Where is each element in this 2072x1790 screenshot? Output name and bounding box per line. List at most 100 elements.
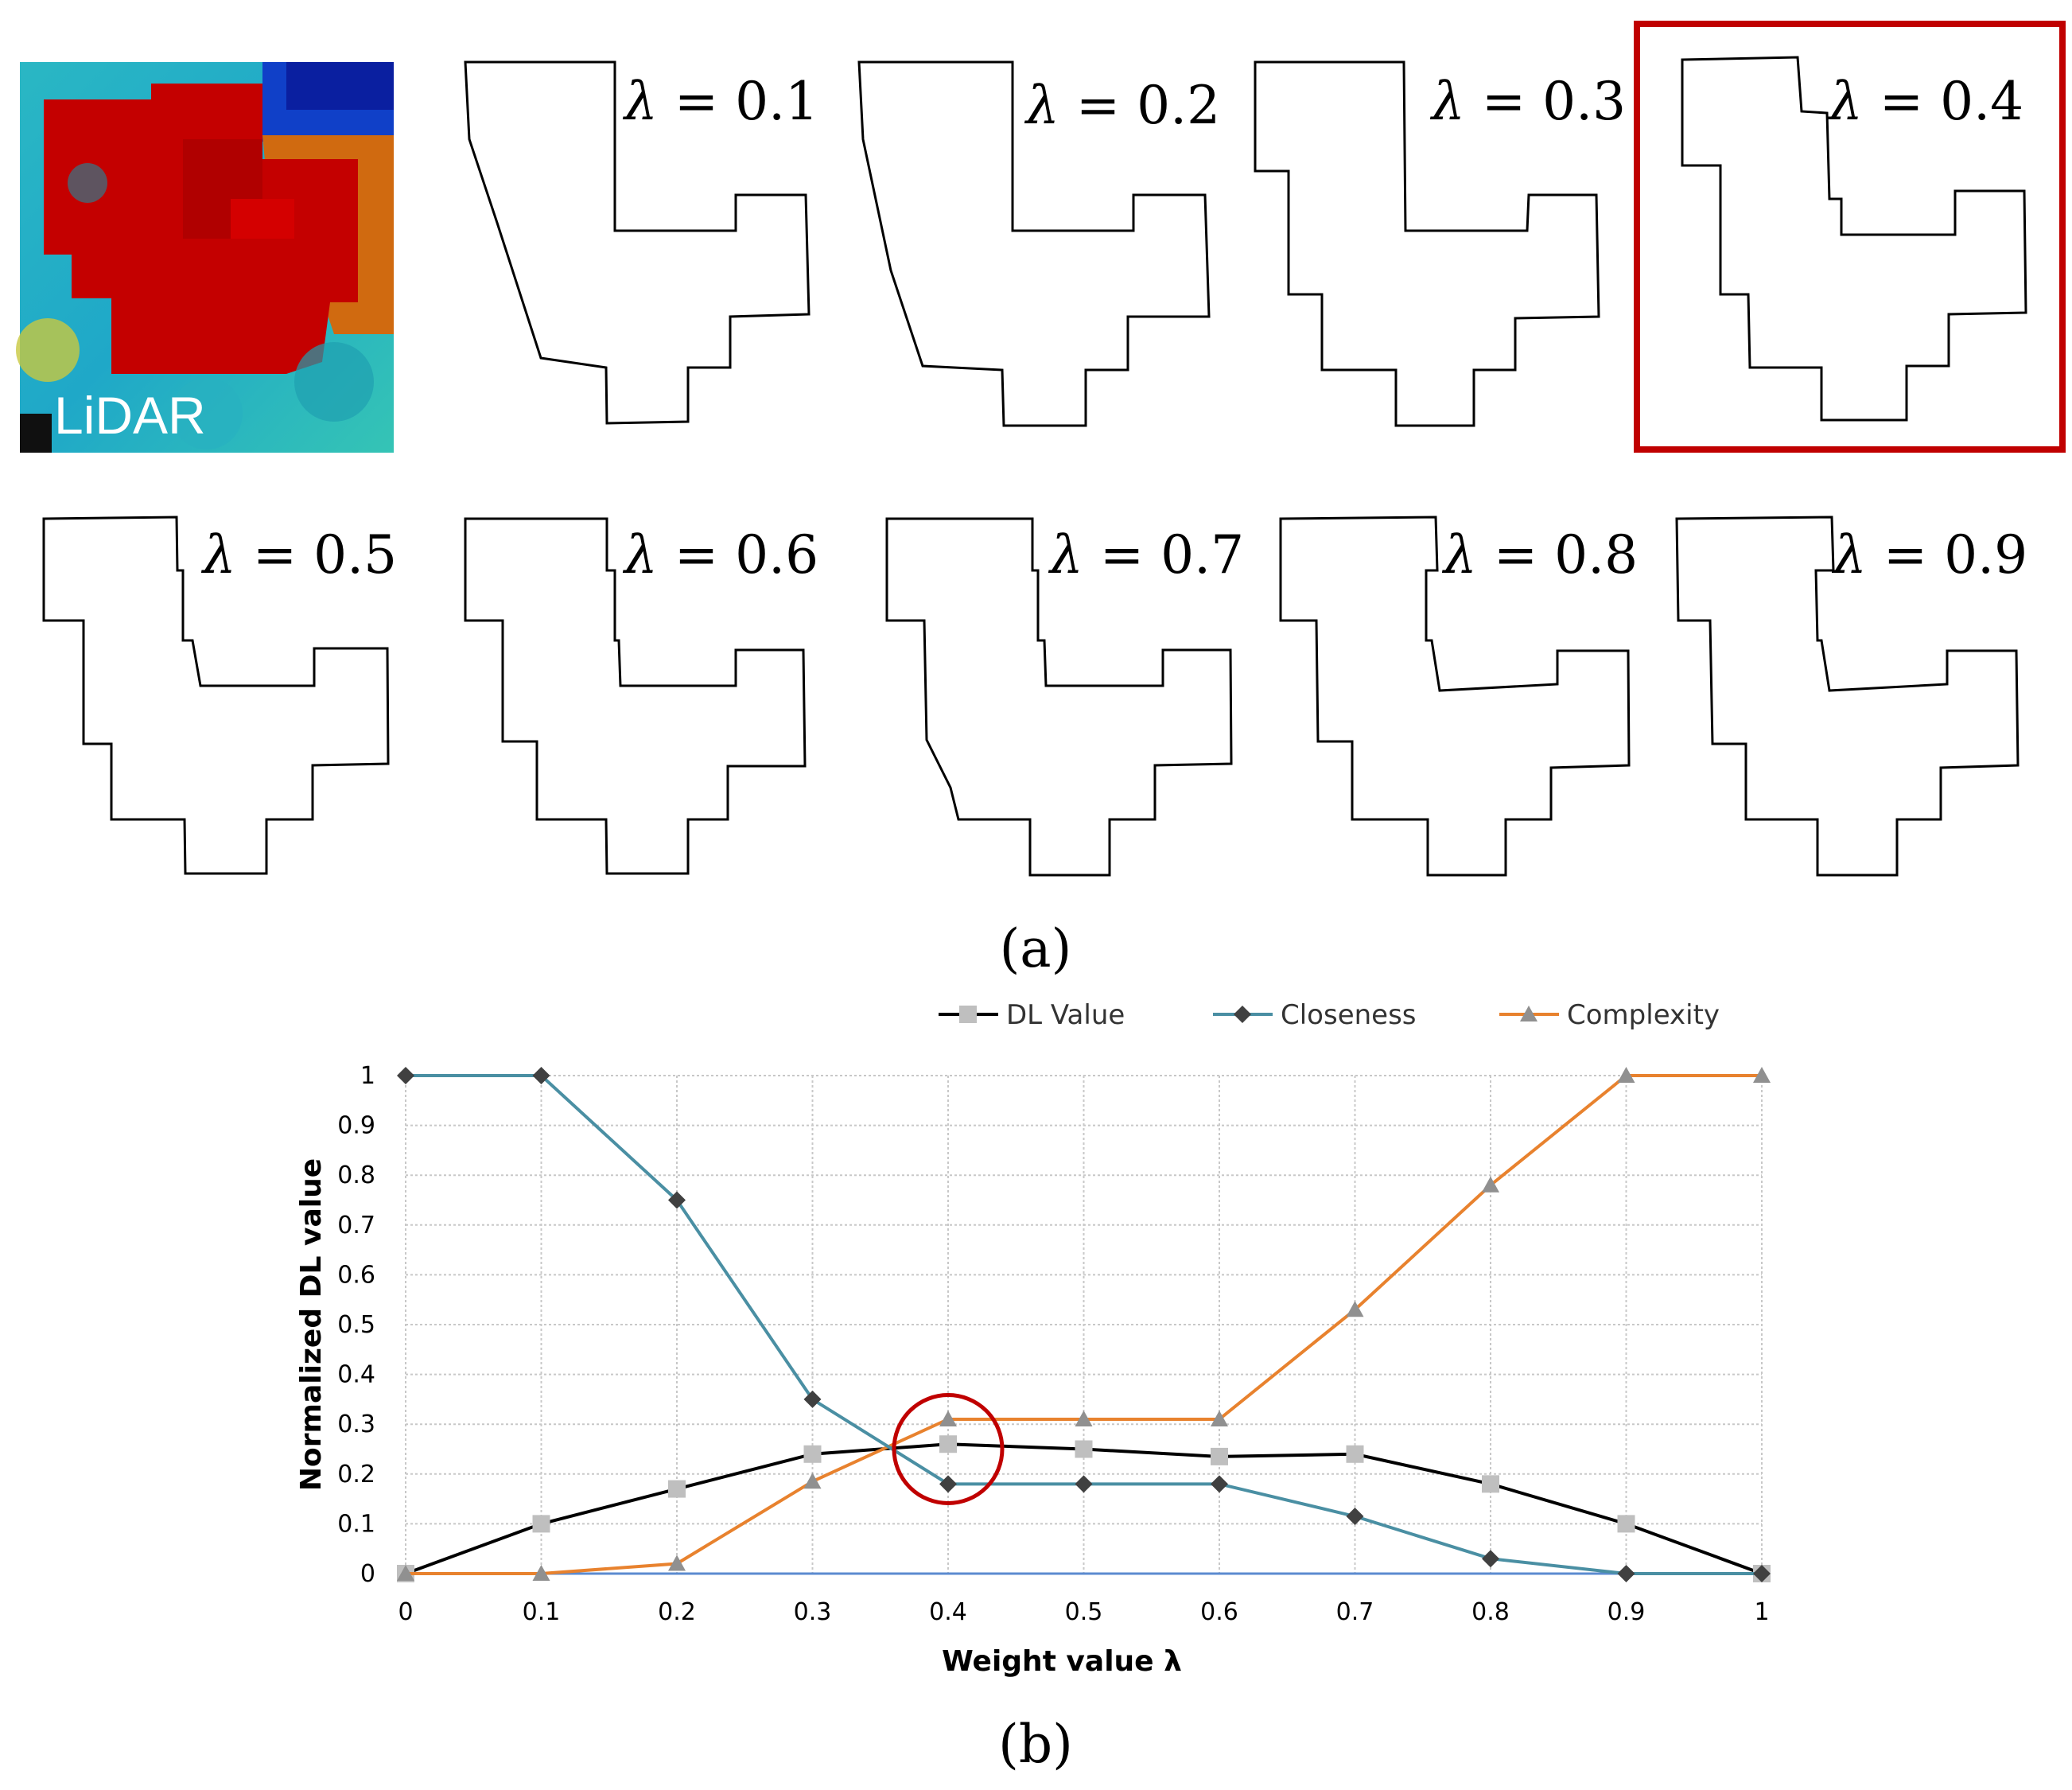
data-point-complexity xyxy=(668,1555,686,1571)
data-point-closeness xyxy=(1075,1475,1093,1493)
x-tick-label: 0.5 xyxy=(1065,1598,1103,1626)
data-point-closeness xyxy=(1753,1565,1771,1582)
y-tick-label: 0 xyxy=(360,1560,375,1588)
legend-item-complexity: Complexity xyxy=(1499,999,1720,1031)
x-tick-label: 0 xyxy=(398,1598,413,1626)
building-outline-8 xyxy=(1279,516,1631,877)
building-outline-3 xyxy=(1254,60,1600,427)
data-point-closeness xyxy=(397,1067,414,1084)
x-tick-labels: 0 0.1 0.2 0.3 0.4 0.5 0.6 0.7 0.8 0.9 1 xyxy=(398,1598,1769,1626)
y-tick-label: 1 xyxy=(360,1062,375,1090)
lambda-label-2: λ = 0.2 xyxy=(1024,75,1220,136)
chart-legend: DL Value Closeness Complexity xyxy=(939,999,1720,1031)
annotation-circle xyxy=(892,1393,1005,1505)
selected-lambda-frame xyxy=(1634,21,2066,453)
data-point-closeness xyxy=(1482,1550,1499,1568)
x-tick-label: 0.3 xyxy=(794,1598,832,1626)
data-point-closeness xyxy=(1617,1565,1635,1582)
data-point-dl-value xyxy=(668,1480,686,1498)
building-outlines xyxy=(42,56,2027,877)
lambda-label-1: λ = 0.1 xyxy=(622,71,818,132)
dl-chart: 0 0.1 0.2 0.3 0.4 0.5 0.6 0.7 0.8 0.9 1 0 0.1 0.2 0.3… xyxy=(295,999,1771,1678)
building-outline-2 xyxy=(857,60,1211,427)
x-tick-label: 0.6 xyxy=(1200,1598,1238,1626)
y-tick-label: 0.3 xyxy=(337,1411,375,1438)
y-tick-label: 0.5 xyxy=(337,1311,375,1339)
data-point-complexity xyxy=(1482,1176,1499,1193)
data-point-dl-value xyxy=(939,1435,957,1453)
lambda-label-7: λ = 0.7 xyxy=(1048,524,1244,586)
legend-marker xyxy=(1234,1006,1251,1023)
lambda-label-6: λ = 0.6 xyxy=(622,524,818,586)
y-tick-label: 0.1 xyxy=(337,1510,375,1538)
x-axis-title: Weight value λ xyxy=(942,1645,1182,1678)
data-point-complexity xyxy=(1617,1067,1635,1083)
building-outline-1 xyxy=(464,60,811,425)
data-point-closeness xyxy=(668,1191,686,1209)
y-tick-label: 0.4 xyxy=(337,1361,375,1389)
lambda-label-3: λ = 0.3 xyxy=(1429,71,1626,132)
data-point-dl-value xyxy=(803,1445,822,1463)
lidar-image: LiDAR xyxy=(16,62,394,453)
lambda-label-4: λ = 0.4 xyxy=(1827,71,2023,132)
data-point-complexity xyxy=(803,1473,822,1489)
x-tick-label: 1 xyxy=(1754,1598,1769,1626)
x-tick-label: 0.8 xyxy=(1471,1598,1510,1626)
legend-label: Complexity xyxy=(1567,999,1720,1031)
data-point-complexity xyxy=(1211,1410,1228,1426)
x-tick-label: 0.4 xyxy=(929,1598,967,1626)
panel-b-label: (b) xyxy=(998,1714,1073,1775)
y-tick-label: 0.2 xyxy=(337,1461,375,1488)
building-outline-4 xyxy=(1681,56,2027,422)
chart-grid xyxy=(405,1075,1763,1575)
data-point-complexity xyxy=(1075,1410,1093,1426)
y-tick-label: 0.6 xyxy=(337,1261,375,1289)
data-point-complexity xyxy=(532,1565,550,1581)
x-tick-label: 0.1 xyxy=(523,1598,561,1626)
data-point-closeness xyxy=(1346,1508,1364,1526)
data-point-dl-value xyxy=(1211,1447,1228,1465)
legend-item-dl-value: DL Value xyxy=(939,999,1125,1031)
building-outline-7 xyxy=(885,517,1233,877)
data-point-dl-value xyxy=(1617,1515,1635,1533)
lambda-label-8: λ = 0.8 xyxy=(1441,524,1638,586)
building-outline-9 xyxy=(1675,516,2020,877)
y-tick-label: 0.9 xyxy=(337,1112,375,1140)
data-point-complexity xyxy=(939,1410,957,1426)
legend-marker xyxy=(1520,1006,1537,1021)
legend-label: Closeness xyxy=(1281,999,1417,1031)
building-outline-6 xyxy=(464,517,807,875)
data-point-closeness xyxy=(532,1067,550,1084)
lidar-label: LiDAR xyxy=(54,386,206,445)
data-point-closeness xyxy=(803,1390,822,1408)
lambda-label-9: λ = 0.9 xyxy=(1831,524,2027,586)
panel-a-label: (a) xyxy=(1000,918,1072,979)
x-tick-label: 0.7 xyxy=(1336,1598,1374,1626)
series-closeness xyxy=(397,1067,1771,1582)
y-axis-title: Normalized DL value xyxy=(295,1158,328,1491)
legend-marker xyxy=(959,1006,977,1023)
lambda-labels: λ = 0.1 λ = 0.2 λ = 0.3 λ = 0.4 λ = 0.5 λ = 0… xyxy=(200,71,2027,586)
series-complexity xyxy=(397,1067,1771,1581)
data-point-dl-value xyxy=(532,1515,550,1533)
series-dl-value xyxy=(397,1435,1771,1582)
x-tick-label: 0.2 xyxy=(658,1598,696,1626)
y-tick-labels: 0 0.1 0.2 0.3 0.4 0.5 0.6 0.7 0.8 0.9 1 xyxy=(337,1062,375,1588)
data-point-complexity xyxy=(1346,1301,1364,1317)
data-point-complexity xyxy=(1753,1067,1771,1083)
data-point-dl-value xyxy=(1346,1445,1364,1463)
legend-item-closeness: Closeness xyxy=(1213,999,1417,1031)
y-tick-label: 0.8 xyxy=(337,1162,375,1189)
legend-label: DL Value xyxy=(1006,999,1125,1031)
chart-series xyxy=(397,1067,1771,1582)
y-tick-label: 0.7 xyxy=(337,1212,375,1239)
lambda-label-5: λ = 0.5 xyxy=(200,524,397,586)
data-point-dl-value xyxy=(1482,1475,1499,1493)
data-point-closeness xyxy=(1211,1475,1228,1493)
data-point-complexity xyxy=(397,1565,414,1581)
data-point-closeness xyxy=(939,1475,957,1493)
x-tick-label: 0.9 xyxy=(1607,1598,1646,1626)
data-point-dl-value xyxy=(1075,1440,1093,1458)
